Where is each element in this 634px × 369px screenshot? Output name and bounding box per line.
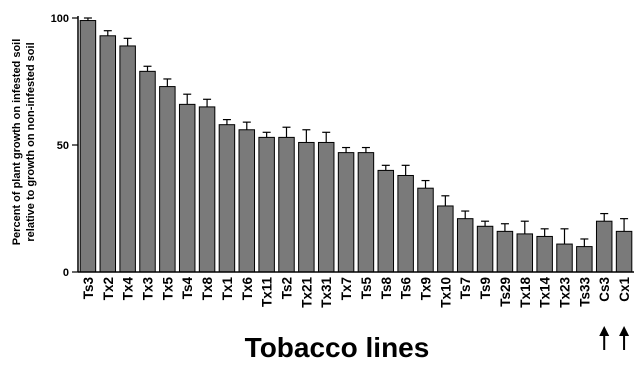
- bar-tx3: [139, 70, 156, 273]
- bar-tx5: [159, 86, 176, 273]
- y-tick-label: 100: [51, 13, 69, 25]
- category-label-ts2: Ts2: [280, 277, 295, 299]
- error-bar-tx21: [302, 129, 311, 143]
- category-label-ts6: Ts6: [399, 277, 414, 300]
- error-bar-ts7: [461, 210, 470, 219]
- y-axis-title: Percent of plant growth on infested soil…: [11, 39, 37, 246]
- bar-tx18: [516, 233, 534, 273]
- category-label-ts33: Ts33: [577, 277, 592, 307]
- error-bar-tx3: [143, 65, 152, 72]
- error-bar-cx1: [620, 218, 629, 232]
- error-bar-tx7: [342, 146, 351, 153]
- category-label-tx21: Tx21: [299, 277, 314, 308]
- x-axis-title: Tobacco lines: [245, 332, 430, 363]
- bar-ts9: [476, 225, 494, 273]
- y-tick-label: 50: [57, 140, 69, 152]
- bar-tx6: [238, 129, 256, 273]
- y-axis-ticks: 0 50 100: [51, 13, 78, 279]
- category-label-tx2: Tx2: [101, 277, 116, 300]
- bar-tx10: [437, 205, 454, 273]
- category-label-tx10: Tx10: [438, 277, 453, 308]
- error-bar-ts5: [361, 146, 370, 153]
- category-label-tx1: Tx1: [220, 277, 235, 301]
- bar-tx4: [119, 45, 136, 273]
- error-bar-ts9: [481, 220, 490, 227]
- bar-tx21: [298, 141, 315, 273]
- bar-tx7: [337, 152, 355, 273]
- bar-ts3: [79, 20, 97, 273]
- category-label-cx1: Cx1: [617, 277, 632, 302]
- error-bar-ts2: [282, 126, 291, 138]
- bar-tx1: [218, 124, 236, 273]
- bar-tx11: [258, 136, 275, 273]
- arrow-icon: [599, 326, 610, 350]
- bar-tx14: [536, 235, 553, 273]
- category-label-ts29: Ts29: [498, 277, 513, 307]
- error-bar-tx8: [203, 98, 212, 107]
- error-bar-ts29: [500, 223, 509, 232]
- error-bar-tx10: [441, 195, 450, 206]
- category-label-tx18: Tx18: [518, 277, 533, 308]
- error-bar-ts4: [183, 93, 192, 105]
- bar-tx8: [198, 106, 216, 273]
- bar-tx23: [556, 243, 573, 273]
- category-label-tx9: Tx9: [419, 277, 434, 300]
- bars: [79, 17, 633, 273]
- category-label-tx23: Tx23: [558, 277, 573, 308]
- error-bar-tx11: [262, 131, 271, 138]
- axes: [77, 16, 634, 273]
- category-label-cs3: Cs3: [597, 277, 612, 302]
- error-bar-ts3: [83, 17, 92, 21]
- bar-tx2: [99, 35, 117, 273]
- arrow-icon: [619, 326, 630, 350]
- category-label-tx11: Tx11: [260, 277, 275, 308]
- error-bar-tx18: [520, 220, 529, 234]
- error-bar-tx31: [322, 131, 331, 143]
- bar-ts8: [377, 169, 395, 273]
- error-bar-tx9: [421, 179, 430, 189]
- category-label-tx7: Tx7: [339, 277, 354, 300]
- error-bar-ts33: [580, 238, 589, 247]
- error-bar-cs3: [600, 212, 609, 222]
- error-bar-tx23: [560, 228, 569, 245]
- y-tick-label: 0: [63, 267, 69, 279]
- bar-ts2: [278, 136, 295, 273]
- category-label-tx14: Tx14: [538, 277, 553, 308]
- bar-ts7: [456, 218, 474, 273]
- bar-cs3: [595, 220, 613, 273]
- y-axis-title-line-2: relative to growth on non-infested soil: [25, 42, 37, 241]
- bar-ts6: [397, 174, 414, 273]
- error-bar-tx1: [222, 118, 231, 125]
- category-label-ts8: Ts8: [379, 277, 394, 300]
- bar-ts5: [357, 152, 375, 273]
- bar-cx1: [615, 230, 633, 273]
- bar-ts29: [496, 230, 514, 273]
- category-label-tx31: Tx31: [319, 277, 334, 308]
- category-label-ts3: Ts3: [81, 277, 96, 300]
- arrow-markers: [599, 326, 630, 350]
- bar-tx31: [317, 141, 335, 273]
- error-bar-tx2: [103, 30, 112, 36]
- category-label-tx5: Tx5: [160, 277, 175, 301]
- category-label-ts7: Ts7: [458, 277, 473, 299]
- category-labels: Ts3 Tx2 Tx4 Tx3 Tx5 Ts4 Tx8 Tx1 Tx6 Tx11 Ts2 Tx21 Tx…: [81, 277, 632, 308]
- category-label-tx3: Tx3: [141, 277, 156, 301]
- category-label-ts9: Ts9: [478, 277, 493, 299]
- category-label-ts5: Ts5: [359, 277, 374, 300]
- category-label-tx8: Tx8: [200, 277, 215, 301]
- error-bar-ts6: [401, 164, 410, 176]
- bar-ts33: [576, 246, 593, 273]
- error-bar-tx14: [540, 228, 549, 237]
- error-bar-tx4: [123, 37, 132, 46]
- category-label-tx6: Tx6: [240, 277, 255, 301]
- bar-ts4: [178, 103, 196, 273]
- y-axis-title-line-1: Percent of plant growth on infested soil: [11, 39, 23, 246]
- error-bar-tx5: [163, 78, 172, 87]
- category-label-ts4: Ts4: [180, 277, 195, 300]
- error-bar-tx6: [242, 121, 251, 130]
- category-label-tx4: Tx4: [121, 277, 136, 301]
- error-bar-ts8: [381, 164, 390, 171]
- bar-tx9: [417, 187, 434, 273]
